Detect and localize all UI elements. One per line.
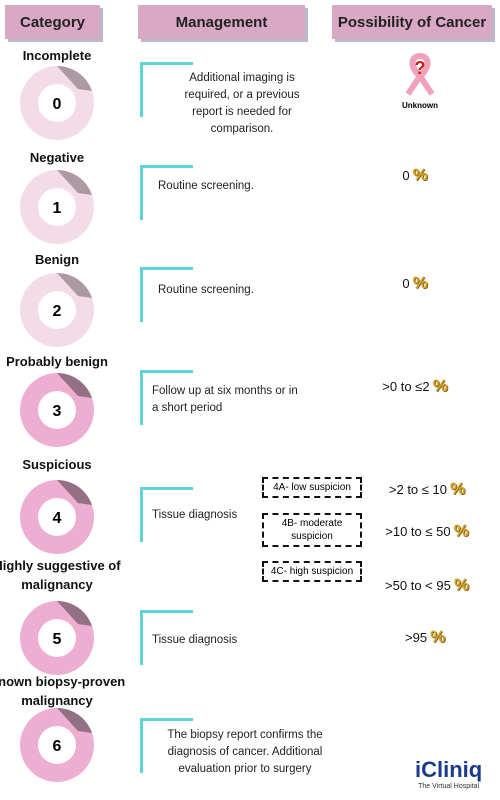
ring-arrow — [57, 480, 92, 505]
possibility: 0% — [360, 273, 470, 293]
category-name: Suspicious — [22, 457, 92, 472]
bracket — [140, 610, 193, 665]
percent-icon: % — [449, 479, 466, 498]
category-number: 1 — [53, 200, 62, 217]
ring-arrow — [57, 373, 92, 398]
possibility: >50 to < 95% — [372, 575, 482, 595]
category-core — [38, 84, 76, 122]
possibility-value: >10 to ≤ 50 — [385, 524, 451, 539]
category-core — [38, 188, 76, 226]
logo-name: iCliniq — [415, 757, 483, 782]
management-text: The biopsy report confirms the diagnosis… — [167, 729, 323, 775]
possibility: 0% — [360, 165, 470, 185]
percent-icon: % — [412, 273, 428, 292]
subcategory: 4B- moderate suspicion — [262, 513, 362, 547]
bracket — [140, 718, 193, 773]
possibility: >2 to ≤ 10% — [372, 479, 482, 499]
category-core — [38, 291, 76, 329]
management-text: Tissue diagnosis — [152, 634, 238, 646]
management-header: Management — [138, 5, 305, 39]
category-core — [38, 726, 76, 764]
category-name: Probably benign — [6, 354, 108, 369]
category-name: Known biopsy-proven malignancy — [0, 674, 126, 708]
category-core — [38, 391, 76, 429]
possibility-value: 0 — [402, 276, 410, 291]
category-header: Category — [5, 5, 100, 39]
percent-icon: % — [453, 521, 469, 540]
management-text: Follow up at six months or in a short pe… — [152, 385, 298, 414]
ring-arrow — [57, 273, 92, 298]
percent-icon: % — [430, 627, 446, 646]
possibility-value: >95 — [405, 630, 428, 645]
possibility-value: >2 to ≤ 10 — [388, 482, 447, 497]
category-number: 2 — [53, 303, 62, 320]
category-number: 4 — [53, 510, 62, 527]
category-number: 6 — [53, 738, 62, 755]
category-core — [38, 619, 76, 657]
category-number: 3 — [53, 403, 62, 420]
percent-icon: % — [412, 165, 428, 184]
subcategory: 4C- high suspicion — [262, 561, 362, 582]
possibility: >10 to ≤ 50% — [372, 521, 482, 541]
percent-icon: % — [432, 376, 448, 395]
logo: iCliniq The Virtual Hospital — [415, 757, 482, 790]
possibility-value: >0 to ≤2 — [382, 379, 430, 394]
bracket — [140, 370, 193, 425]
bracket — [140, 62, 193, 117]
management-text: Additional imaging is required, or a pre… — [184, 72, 300, 135]
possibility-value: 0 — [402, 168, 410, 183]
bracket — [140, 267, 193, 322]
bracket — [140, 165, 193, 220]
ring-arrow — [57, 708, 92, 733]
possibility-header: Possibility of Cancer — [332, 5, 492, 39]
category-name: Benign — [34, 252, 80, 267]
ring-arrow — [57, 66, 92, 91]
category-number: 5 — [53, 631, 62, 648]
category-core — [38, 498, 76, 536]
ring-arrow — [57, 170, 92, 195]
ring-arrow — [57, 601, 92, 626]
question-mark: ? — [415, 58, 426, 78]
possibility: >95% — [405, 627, 500, 647]
unknown-label: Unknown — [402, 101, 438, 110]
ribbon: ? — [405, 53, 435, 96]
percent-icon: % — [453, 575, 469, 594]
category-name: Negative — [29, 150, 85, 165]
possibility: >0 to ≤2% — [360, 376, 470, 396]
subcategory: 4A- low suspicion — [262, 477, 362, 498]
unknown-icon: ? Unknown — [385, 52, 455, 110]
management-text: Routine screening. — [158, 180, 254, 192]
category-name: Incomplete — [22, 48, 92, 63]
bracket — [140, 487, 193, 542]
category-name: Highly suggestive of malignancy — [0, 558, 121, 592]
logo-tagline: The Virtual Hospital — [418, 783, 480, 790]
management-text: Tissue diagnosis — [152, 509, 238, 521]
category-number: 0 — [53, 96, 62, 113]
possibility-value: >50 to < 95 — [385, 578, 451, 593]
management-text: Routine screening. — [158, 284, 254, 296]
